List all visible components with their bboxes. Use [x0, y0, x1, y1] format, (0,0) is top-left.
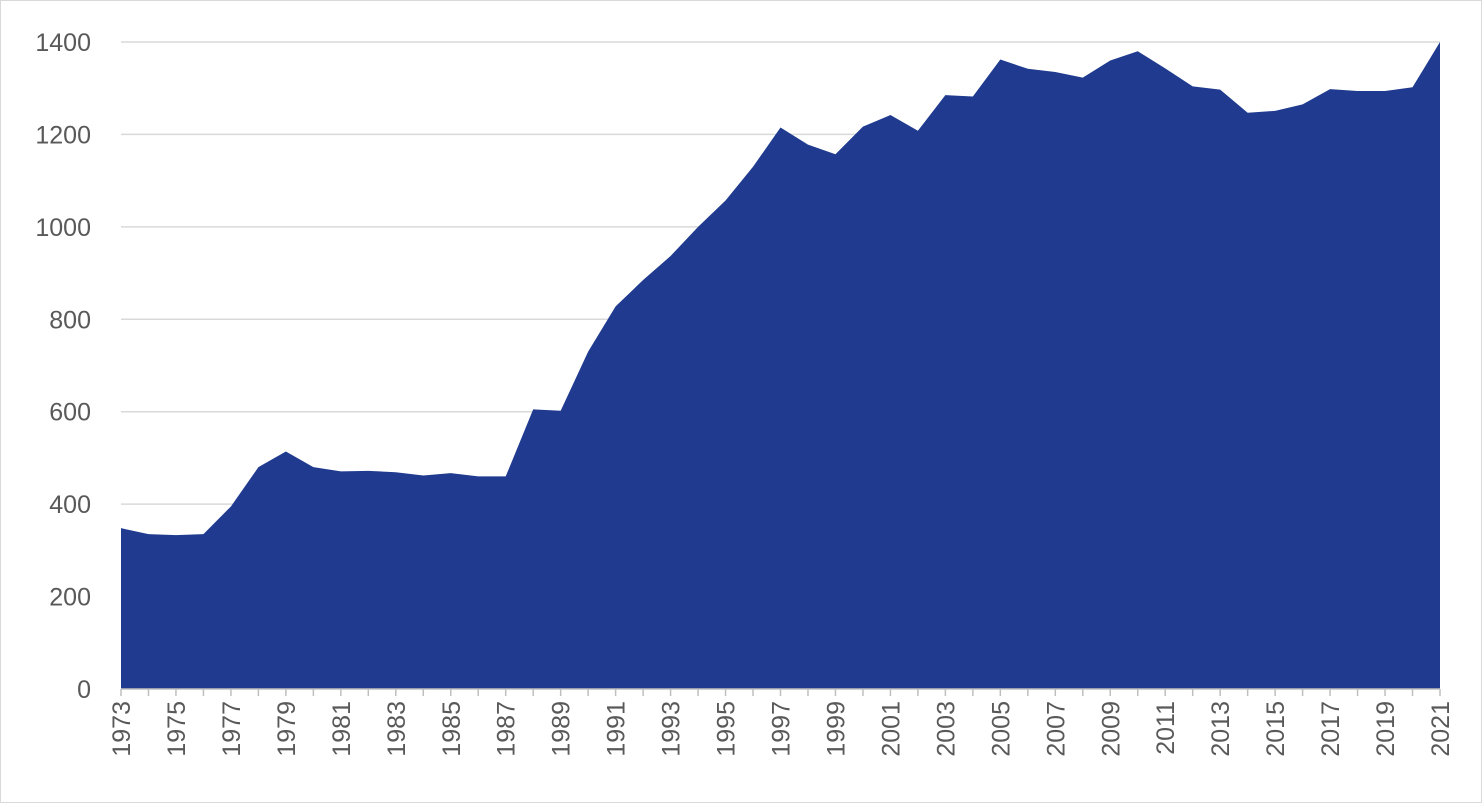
- x-tick-label: 2017: [1317, 701, 1345, 757]
- x-tick-label: 1993: [658, 701, 686, 757]
- area-series: [121, 42, 1440, 689]
- x-tick-label: 1981: [328, 701, 356, 757]
- y-tick-label: 1000: [35, 214, 91, 242]
- x-tick-label: 1985: [438, 701, 466, 757]
- x-tick-label: 1979: [273, 701, 301, 757]
- x-tick-label: 2015: [1262, 701, 1290, 757]
- y-tick-label: 1200: [35, 121, 91, 149]
- x-tick-label: 1991: [603, 701, 631, 757]
- area-fill: [121, 42, 1440, 689]
- x-tick-label: 1999: [822, 701, 850, 757]
- y-tick-label: 600: [49, 399, 91, 427]
- x-tick-label: 2021: [1427, 701, 1455, 757]
- x-tick-label: 1989: [548, 701, 576, 757]
- x-tick-label: 2019: [1372, 701, 1400, 757]
- x-tick-label: 1995: [713, 701, 741, 757]
- axes: [120, 688, 1441, 696]
- x-tick-label: 2005: [987, 701, 1015, 757]
- y-tick-label: 0: [77, 676, 91, 704]
- x-tick-label: 2003: [932, 701, 960, 757]
- x-tick-label: 1975: [163, 701, 191, 757]
- x-tick-label: 1987: [493, 701, 521, 757]
- x-tick-label: 1997: [768, 701, 796, 757]
- x-tick-label: 1977: [218, 701, 246, 757]
- y-tick-label: 400: [49, 491, 91, 519]
- x-tick-label: 2011: [1152, 701, 1180, 755]
- y-tick-label: 800: [49, 306, 91, 334]
- y-tick-label: 200: [49, 584, 91, 612]
- x-tick-label: 2007: [1042, 701, 1070, 757]
- x-tick-label: 2009: [1097, 701, 1125, 757]
- y-tick-label: 1400: [35, 29, 91, 57]
- x-tick-label: 2013: [1207, 701, 1235, 757]
- x-tick-label: 1983: [383, 701, 411, 757]
- x-tick-label: 2001: [877, 701, 905, 757]
- x-tick-label: 1973: [108, 701, 136, 757]
- x-axis-ticks: 1973 1975 1977 1979 1981 1983 1985 1987 1989 1991…: [108, 701, 1455, 757]
- y-axis-ticks: 0 200 400 600 800 1000 1200 1400: [35, 29, 91, 704]
